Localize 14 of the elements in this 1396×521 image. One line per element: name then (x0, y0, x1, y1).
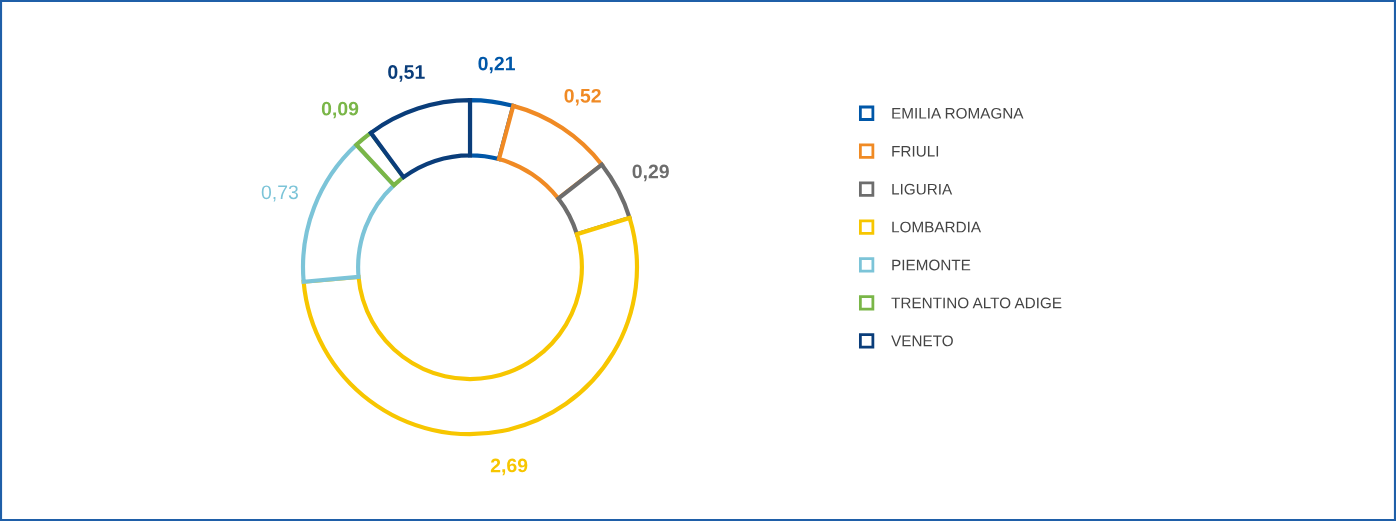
legend-label: PIEMONTE (892, 259, 971, 271)
data-label: 0,09 (321, 101, 359, 119)
data-label: 0,29 (632, 164, 669, 182)
data-label: 0,21 (478, 56, 515, 74)
legend-label: TRENTINO ALTO ADIGE (891, 297, 1062, 309)
data-label: 0,73 (261, 185, 298, 202)
legend-label: FRIULI (892, 146, 939, 157)
legend-label: LOMBARDIA (892, 221, 982, 233)
legend-label: VENETO (891, 335, 953, 347)
data-label: 0,52 (564, 88, 601, 106)
legend-label: EMILIA ROMAGNA (892, 107, 1024, 119)
data-label: 2,69 (490, 458, 528, 476)
legend-label: LIGURIA (892, 183, 953, 195)
data-label: 0,51 (388, 65, 425, 82)
